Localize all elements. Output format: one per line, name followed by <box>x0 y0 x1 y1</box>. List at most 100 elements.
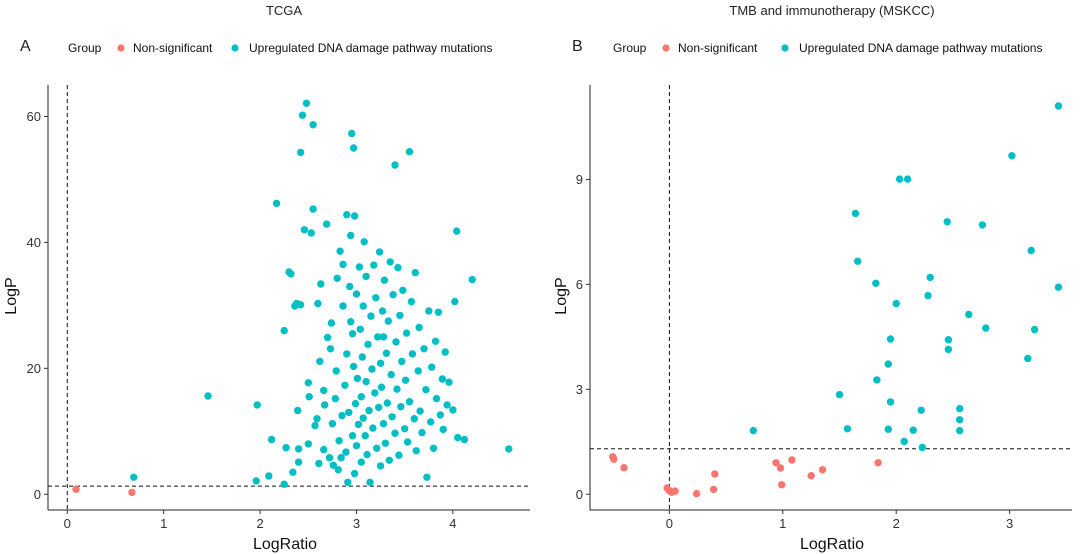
data-point <box>337 454 345 462</box>
data-point <box>414 367 422 375</box>
data-point <box>365 406 373 415</box>
series-non_significant <box>609 453 882 498</box>
panel-a-title: TCGA <box>266 3 302 18</box>
data-point <box>425 307 433 315</box>
data-point <box>309 205 317 213</box>
panel-b-title: TMB and immunotherapy (MSKCC) <box>729 3 934 18</box>
x-tick-label: 1 <box>779 516 786 531</box>
data-point <box>427 418 435 426</box>
data-point <box>317 280 325 288</box>
series-upregulated <box>749 102 1063 452</box>
data-point <box>956 426 964 435</box>
data-point <box>610 455 618 463</box>
data-point <box>265 472 273 480</box>
x-tick-label: 2 <box>893 516 900 531</box>
data-point <box>314 299 322 308</box>
data-point <box>347 318 355 326</box>
data-point <box>411 268 419 277</box>
data-point <box>818 466 827 474</box>
legend-label-non-significant: Non-significant <box>133 41 213 55</box>
data-point <box>379 420 388 428</box>
data-point <box>381 439 390 447</box>
data-point <box>289 468 297 476</box>
data-point <box>900 437 908 446</box>
data-point <box>884 425 892 433</box>
legend-marker-non-significant <box>662 44 670 52</box>
data-point <box>357 393 365 401</box>
panel-a-legend: Group Non-significant Upregulated DNA da… <box>68 41 492 55</box>
data-point <box>128 488 136 497</box>
x-tick-label: 0 <box>666 516 673 531</box>
data-point <box>336 247 344 255</box>
data-point <box>671 487 679 495</box>
data-point <box>380 276 389 284</box>
data-point <box>778 481 786 489</box>
data-point <box>349 362 358 371</box>
data-point <box>505 445 513 453</box>
data-point <box>1030 325 1039 334</box>
data-point <box>399 286 407 294</box>
data-point <box>851 209 860 218</box>
data-point <box>917 406 925 414</box>
data-point <box>339 260 347 269</box>
data-point <box>322 220 331 228</box>
data-point <box>363 450 371 459</box>
data-point <box>401 376 410 384</box>
data-point <box>320 445 328 454</box>
data-point <box>788 456 796 464</box>
data-point <box>316 357 324 366</box>
data-point <box>692 489 701 498</box>
data-point <box>386 258 394 266</box>
data-point <box>309 121 317 129</box>
data-point <box>956 416 964 424</box>
data-point <box>347 231 355 240</box>
data-point <box>709 485 718 494</box>
series-upregulated <box>130 99 513 488</box>
data-point <box>302 99 311 108</box>
data-point <box>451 297 459 306</box>
data-point <box>368 365 376 373</box>
data-point <box>351 399 360 408</box>
data-point <box>407 297 416 306</box>
data-point <box>328 420 337 428</box>
data-point <box>361 432 369 440</box>
data-point <box>130 473 138 481</box>
data-point <box>307 229 315 237</box>
data-point <box>1054 102 1063 110</box>
data-point <box>377 383 386 391</box>
data-point <box>252 477 260 485</box>
data-point <box>304 379 312 387</box>
data-point <box>352 442 361 450</box>
data-point <box>342 448 350 456</box>
data-point <box>388 413 396 421</box>
data-point <box>903 175 912 183</box>
y-tick-label: 0 <box>576 487 583 502</box>
data-point <box>965 310 973 319</box>
y-tick-label: 20 <box>27 361 41 376</box>
data-point <box>339 302 347 310</box>
data-point <box>311 421 319 430</box>
data-point <box>441 348 449 356</box>
data-point <box>431 337 440 345</box>
data-point <box>886 398 895 406</box>
data-point <box>394 263 402 272</box>
y-tick-label: 9 <box>576 172 583 187</box>
x-tick-label: 1 <box>160 516 167 531</box>
data-point <box>410 415 418 423</box>
data-point <box>392 338 400 346</box>
data-point <box>343 211 351 219</box>
data-point <box>296 301 305 309</box>
data-point <box>370 261 378 269</box>
data-point <box>445 378 453 386</box>
data-point <box>418 428 426 437</box>
data-point <box>320 386 328 395</box>
data-point <box>835 390 844 399</box>
legend-marker-upregulated <box>781 44 789 52</box>
data-point <box>711 470 719 478</box>
data-point <box>341 381 349 389</box>
data-point <box>373 444 381 452</box>
data-point <box>454 433 462 442</box>
data-point <box>333 274 341 282</box>
data-point <box>389 291 397 299</box>
